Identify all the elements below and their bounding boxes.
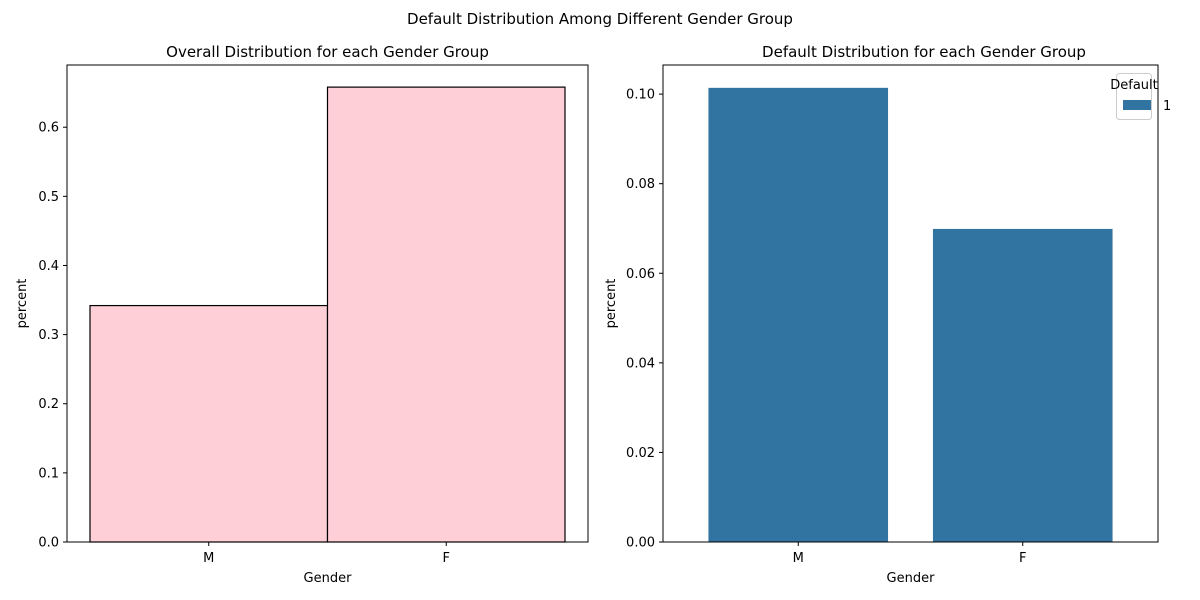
legend-label: 1 xyxy=(1163,99,1171,114)
chart-2-y-axis: 0.00 0.02 0.04 0.06 0.08 0.10 xyxy=(626,88,663,551)
chart-2-ylabel: percent xyxy=(604,279,619,329)
chart-1-ylabel: percent xyxy=(15,279,30,329)
y-tick-label: 0.10 xyxy=(626,88,655,103)
chart-1-xlabel: Gender xyxy=(304,571,353,586)
bar-F xyxy=(326,86,566,543)
y-tick-label: 0.06 xyxy=(626,267,655,282)
chart-2-legend: Default 1 xyxy=(1110,73,1171,120)
bar-F xyxy=(932,228,1113,542)
y-tick-label: 0.3 xyxy=(38,328,59,343)
y-tick-label: 0.02 xyxy=(626,446,655,461)
bar-M xyxy=(89,304,329,543)
x-tick-label: M xyxy=(793,551,804,566)
chart-1-title: Overall Distribution for each Gender Gro… xyxy=(166,43,489,61)
chart-1-y-axis: 0.0 0.1 0.2 0.3 0.4 0.5 0.6 xyxy=(38,121,67,551)
y-tick-label: 0.2 xyxy=(38,397,59,412)
y-tick-label: 0.0 xyxy=(38,536,59,551)
figure-suptitle: Default Distribution Among Different Gen… xyxy=(407,10,793,28)
y-tick-label: 0.1 xyxy=(38,466,59,481)
y-tick-label: 0.04 xyxy=(626,356,655,371)
chart-2-title: Default Distribution for each Gender Gro… xyxy=(762,43,1086,61)
x-tick-label: F xyxy=(443,551,450,566)
y-tick-label: 0.5 xyxy=(38,190,59,205)
y-tick-label: 0.08 xyxy=(626,177,655,192)
x-tick-label: F xyxy=(1019,551,1026,566)
bar-M xyxy=(708,87,889,542)
y-tick-label: 0.4 xyxy=(38,259,59,274)
y-tick-label: 0.00 xyxy=(626,536,655,551)
chart-default-distribution: Default Distribution for each Gender Gro… xyxy=(604,43,1171,586)
chart-1-frame xyxy=(66,64,589,543)
chart-2-bars xyxy=(708,87,1113,542)
chart-overall-distribution: Overall Distribution for each Gender Gro… xyxy=(15,43,589,586)
x-tick-label: M xyxy=(203,551,214,566)
y-tick-label: 0.6 xyxy=(38,121,59,136)
chart-1-bars xyxy=(89,86,566,543)
legend-title: Default xyxy=(1110,78,1158,93)
chart-2-xlabel: Gender xyxy=(887,571,936,586)
chart-2-frame xyxy=(662,64,1159,543)
legend-swatch xyxy=(1123,100,1151,110)
